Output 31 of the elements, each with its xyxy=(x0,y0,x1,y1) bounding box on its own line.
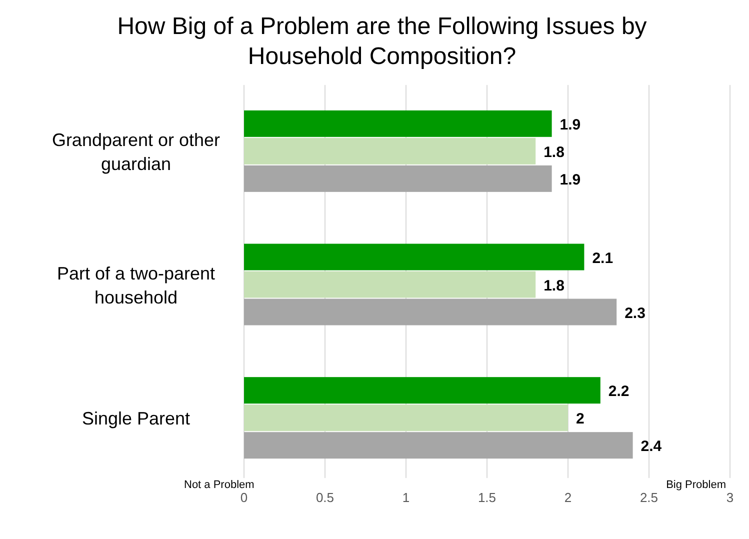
data-label: 1.9 xyxy=(560,116,581,134)
bar xyxy=(244,298,617,326)
y-tick-label: Grandparent or other guardian xyxy=(52,130,220,174)
chart-title: How Big of a Problem are the Following Issues by Household Composition? xyxy=(117,13,647,70)
bar xyxy=(244,271,536,298)
data-label: 2.3 xyxy=(624,304,646,322)
data-label: 2.2 xyxy=(608,383,630,400)
bar xyxy=(244,244,584,270)
x-tick-label: 3 xyxy=(726,490,734,505)
data-label: 1.8 xyxy=(544,277,564,294)
x-tick-label: 1.5 xyxy=(478,490,496,505)
bar xyxy=(244,377,600,404)
bar xyxy=(244,138,536,164)
data-label: 1.9 xyxy=(560,171,581,188)
text: Big Problem xyxy=(666,479,726,491)
data-label: 2.1 xyxy=(592,250,614,267)
y-tick-label: Part of a two-parent household xyxy=(56,263,216,308)
x-tick-label: 2.5 xyxy=(640,490,658,505)
data-label: 2 xyxy=(576,410,584,428)
y-tick-label: Single Parent xyxy=(82,408,190,429)
bar xyxy=(244,110,552,137)
text: Not a Problem xyxy=(184,479,254,491)
x-tick-label: 0.5 xyxy=(316,490,334,505)
x-tick-label: 2 xyxy=(564,490,572,505)
bar xyxy=(244,404,568,432)
x-tick-label: 0 xyxy=(240,490,248,505)
bar xyxy=(244,165,552,192)
x-tick-label: 1 xyxy=(402,490,410,505)
data-label: 1.8 xyxy=(544,144,564,161)
data-label: 2.4 xyxy=(640,438,662,456)
bar xyxy=(244,432,633,459)
